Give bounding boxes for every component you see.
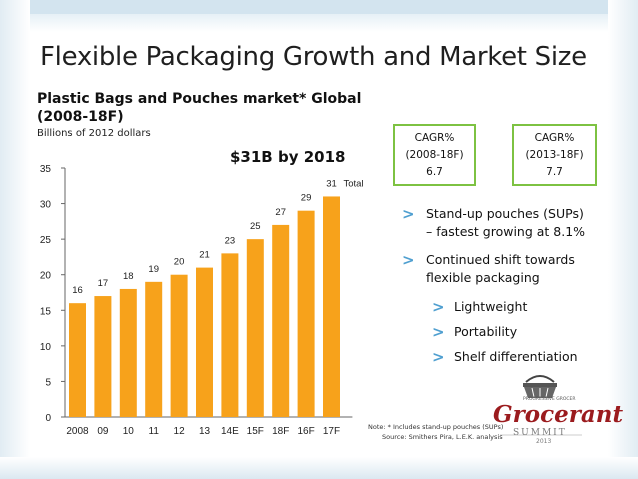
data-label: 17 — [98, 278, 109, 289]
chart-subtitle: Billions of 2012 dollars — [37, 128, 151, 139]
x-tick-label: 10 — [123, 426, 135, 437]
footnote-note: Note: * Includes stand-up pouches (SUPs) — [368, 423, 504, 431]
y-tick-label: 30 — [40, 200, 52, 211]
logo-wordmark: Grocerant — [493, 401, 624, 428]
y-tick-label: 5 — [45, 377, 51, 388]
y-tick-label: 25 — [40, 235, 52, 246]
data-label: 29 — [301, 193, 312, 204]
bar — [221, 253, 239, 417]
data-label: 16 — [72, 285, 83, 296]
x-tick-label: 2008 — [66, 426, 89, 437]
cagr-period: (2008-18F) — [405, 149, 464, 161]
chevron-right-icon: > — [402, 205, 415, 223]
chevron-right-icon: > — [432, 323, 445, 341]
bar — [69, 303, 86, 417]
sub-bullet-shelf: Shelf differentiation — [454, 349, 578, 364]
data-label: 23 — [225, 235, 236, 246]
bar — [246, 239, 264, 417]
y-tick-label: 15 — [40, 306, 52, 317]
x-tick-label: 09 — [97, 426, 109, 437]
x-tick-label: 15F — [247, 426, 264, 437]
bullet-sups: Stand-up pouches (SUPs) – fastest growin… — [426, 205, 606, 241]
chevron-right-icon: > — [402, 251, 415, 269]
right-decoration — [608, 0, 638, 479]
y-tick-label: 35 — [40, 164, 52, 175]
cagr-label: CAGR% — [414, 132, 455, 144]
data-label: 25 — [250, 221, 261, 232]
bar — [145, 281, 163, 417]
y-tick-label: 10 — [40, 342, 52, 353]
x-tick-label: 17F — [323, 426, 340, 437]
data-label: 18 — [123, 271, 134, 282]
top-band-fade — [0, 14, 638, 32]
logo-small-text: PROGRESSIVE GROCER — [523, 397, 576, 402]
y-tick-label: 20 — [40, 271, 52, 282]
chevron-right-icon: > — [432, 348, 445, 366]
bullet-line: flexible packaging — [426, 270, 540, 285]
basket-icon — [523, 375, 557, 398]
x-tick-label: 14E — [221, 426, 239, 437]
bullet-line: Continued shift towards — [426, 252, 575, 267]
bar — [297, 210, 315, 417]
bar — [94, 296, 112, 417]
bullet-shift: Continued shift towards flexible packagi… — [426, 251, 606, 287]
bar — [272, 224, 290, 417]
chart-title: Plastic Bags and Pouches market* Global … — [37, 91, 362, 125]
bar — [119, 288, 137, 417]
data-label: 21 — [199, 250, 210, 261]
bottom-band — [0, 457, 638, 479]
total-label: Total — [344, 178, 364, 189]
x-tick-label: 12 — [174, 426, 186, 437]
grocerant-logo — [500, 375, 582, 436]
x-tick-label: 11 — [149, 426, 160, 437]
cagr-value: 7.7 — [546, 166, 563, 178]
bullet-line: – fastest growing at 8.1% — [426, 224, 586, 239]
cagr-label: CAGR% — [534, 132, 575, 144]
cagr-box-2008-18: CAGR% (2008-18F) 6.7 — [393, 124, 476, 186]
cagr-box-2013-18: CAGR% (2013-18F) 7.7 — [512, 124, 597, 186]
footnote-source: Source: Smithers Pira, L.E.K. analysis — [382, 433, 503, 441]
data-label: 27 — [275, 207, 286, 218]
data-label: 19 — [148, 264, 159, 275]
bar — [170, 274, 188, 417]
logo-summit: SUMMIT — [513, 428, 567, 438]
x-tick-label: 16F — [297, 426, 314, 437]
footnote: Note: * Includes stand-up pouches (SUPs)… — [368, 422, 503, 442]
bar — [196, 267, 213, 417]
y-tick-label: 0 — [45, 413, 51, 424]
sub-bullet-lightweight: Lightweight — [454, 299, 528, 314]
slide-title: Flexible Packaging Growth and Market Siz… — [40, 42, 587, 72]
chart-callout: $31B by 2018 — [230, 148, 346, 166]
chevron-right-icon: > — [432, 298, 445, 316]
bullet-line: Stand-up pouches (SUPs) — [426, 206, 584, 221]
cagr-value: 6.7 — [426, 166, 443, 178]
left-decoration — [0, 0, 30, 479]
logo-year: 2013 — [536, 438, 552, 445]
x-tick-label: 13 — [199, 426, 211, 437]
sub-bullet-portability: Portability — [454, 324, 518, 339]
cagr-period: (2013-18F) — [525, 149, 584, 161]
data-label: 31 — [326, 178, 337, 189]
bar — [323, 196, 340, 417]
x-tick-label: 18F — [272, 426, 289, 437]
top-band — [0, 0, 638, 14]
data-label: 20 — [174, 257, 185, 268]
